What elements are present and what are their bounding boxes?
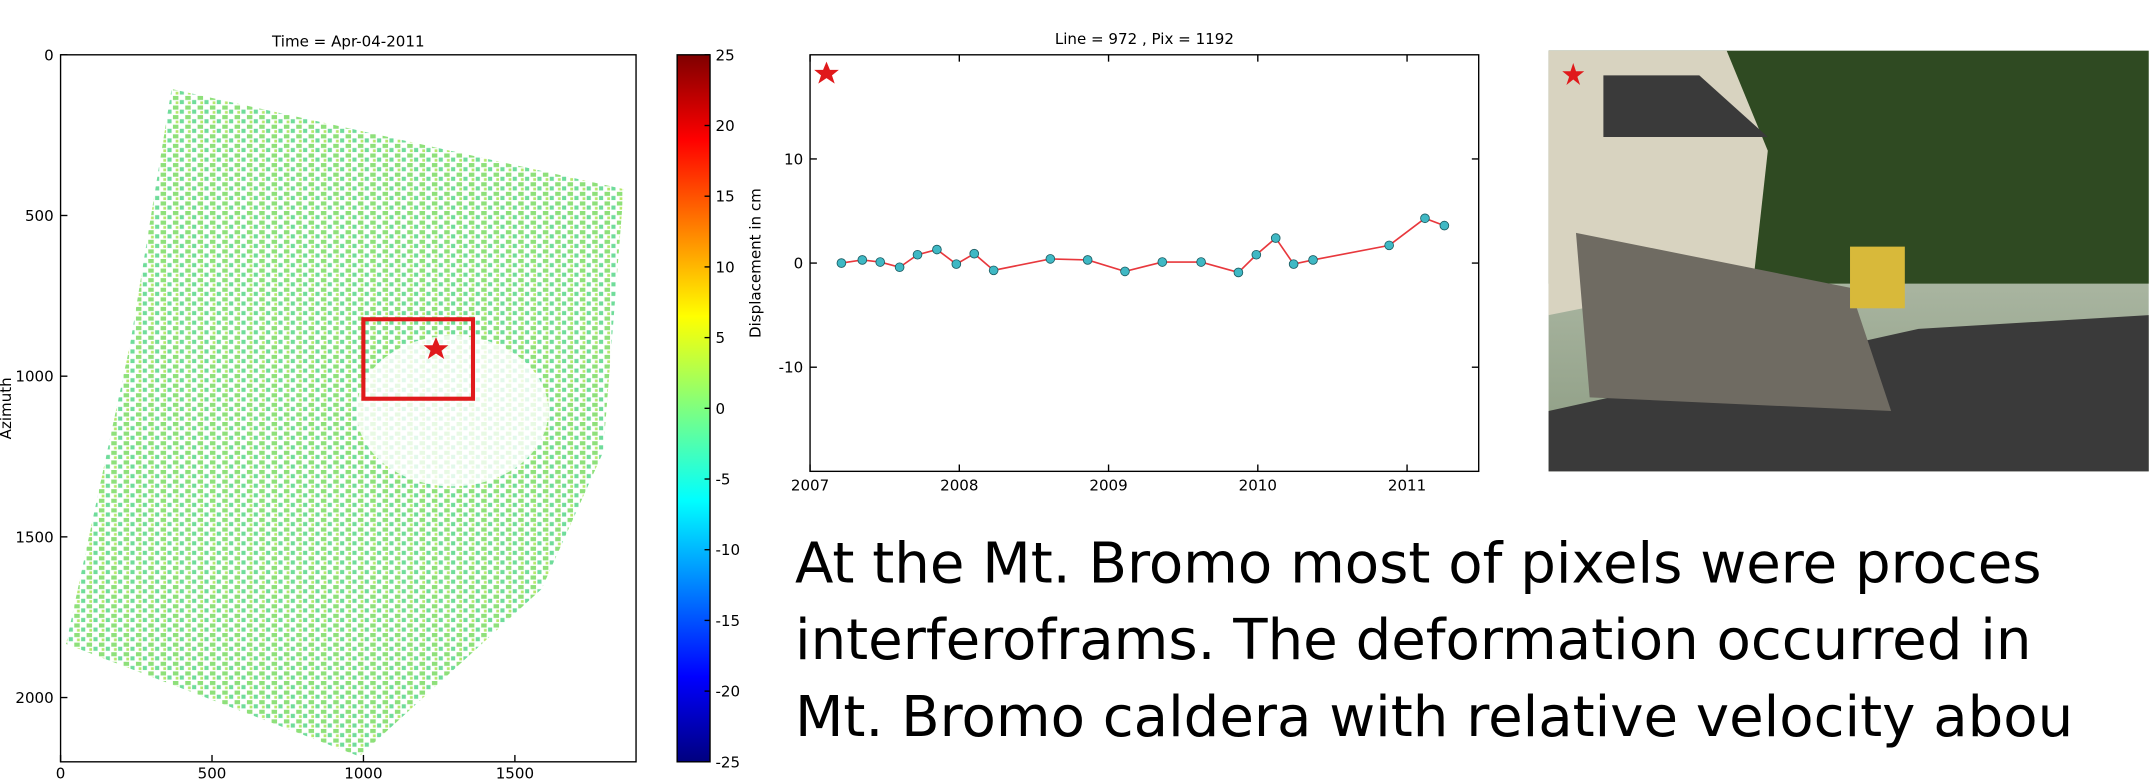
y-tick-label: 500 bbox=[25, 207, 54, 225]
colorbar-tick-label: 25 bbox=[716, 46, 735, 64]
data-point bbox=[1439, 220, 1450, 231]
data-point bbox=[932, 244, 942, 255]
x-tick-label: 1500 bbox=[496, 764, 534, 781]
x-tick-label: 2010 bbox=[1239, 477, 1277, 495]
chart-title: Line = 972 , Pix = 1192 bbox=[1055, 30, 1234, 48]
colorbar-tick-label: 5 bbox=[716, 329, 726, 347]
data-point bbox=[912, 249, 923, 260]
y-tick-label: -10 bbox=[779, 359, 804, 377]
data-point bbox=[1270, 233, 1281, 243]
data-point bbox=[969, 248, 980, 259]
data-point bbox=[875, 257, 885, 267]
colorbar-tick-label: -5 bbox=[716, 470, 731, 488]
axes-frame bbox=[59, 54, 637, 763]
star bbox=[814, 61, 839, 84]
data-point bbox=[1308, 255, 1318, 265]
x-tick-label: 2008 bbox=[940, 477, 978, 495]
data-point bbox=[1288, 259, 1299, 269]
colorbar-tick-label: -10 bbox=[716, 541, 741, 559]
data-point bbox=[894, 262, 905, 273]
y-tick-label: 0 bbox=[794, 255, 804, 273]
x-tick-label: 2009 bbox=[1089, 477, 1127, 495]
y-tick-label: 1500 bbox=[15, 528, 53, 546]
colorbar-tick-label: 15 bbox=[716, 188, 735, 206]
data-point bbox=[1082, 255, 1093, 265]
y-tick-label: 1000 bbox=[15, 368, 53, 386]
data-point bbox=[951, 259, 962, 269]
data-point bbox=[1196, 257, 1206, 267]
y-axis-label: Displacement in cm bbox=[747, 188, 765, 338]
y-tick-label: 10 bbox=[784, 150, 803, 168]
x-tick-label: 2007 bbox=[791, 477, 829, 495]
colorbar-tick-label: 10 bbox=[716, 258, 735, 276]
colorbar-tick-label: 0 bbox=[716, 400, 726, 418]
data-point bbox=[1233, 267, 1244, 278]
paragraph-line: At the Mt. Bromo most of pixels were pro… bbox=[795, 531, 2042, 596]
colorbar-tick-label: -15 bbox=[716, 612, 741, 630]
data-point bbox=[1157, 257, 1168, 267]
x-tick-label: 1000 bbox=[344, 764, 382, 781]
data-line bbox=[841, 217, 1445, 274]
map-image bbox=[66, 89, 624, 757]
data-point bbox=[1384, 240, 1394, 251]
data-point bbox=[1045, 254, 1056, 264]
y-tick-label: 2000 bbox=[15, 689, 53, 707]
data-point bbox=[1251, 249, 1262, 260]
paragraph-line: interferoframs. The deformation occurred… bbox=[795, 608, 2031, 673]
colorbar-tick-label: 20 bbox=[716, 117, 735, 135]
data-point bbox=[836, 258, 847, 268]
data-point bbox=[1420, 213, 1430, 224]
x-tick-label: 500 bbox=[198, 764, 227, 781]
paragraph-line: Mt. Bromo caldera with relative velocity… bbox=[795, 685, 2073, 750]
chart-title: Time = Apr-04-2011 bbox=[271, 33, 425, 51]
y-axis-label: Azimuth bbox=[0, 377, 15, 439]
x-tick-label: 0 bbox=[56, 764, 66, 781]
colorbar-tick-label: -20 bbox=[716, 683, 741, 701]
y-tick-label: 0 bbox=[44, 46, 54, 64]
data-point bbox=[1120, 266, 1130, 277]
axes-frame bbox=[809, 54, 1480, 473]
data-point bbox=[857, 255, 868, 265]
photo bbox=[1548, 50, 2149, 472]
colorbar-tick-label: -25 bbox=[716, 753, 741, 771]
x-tick-label: 2011 bbox=[1388, 477, 1426, 495]
data-point bbox=[988, 265, 999, 276]
